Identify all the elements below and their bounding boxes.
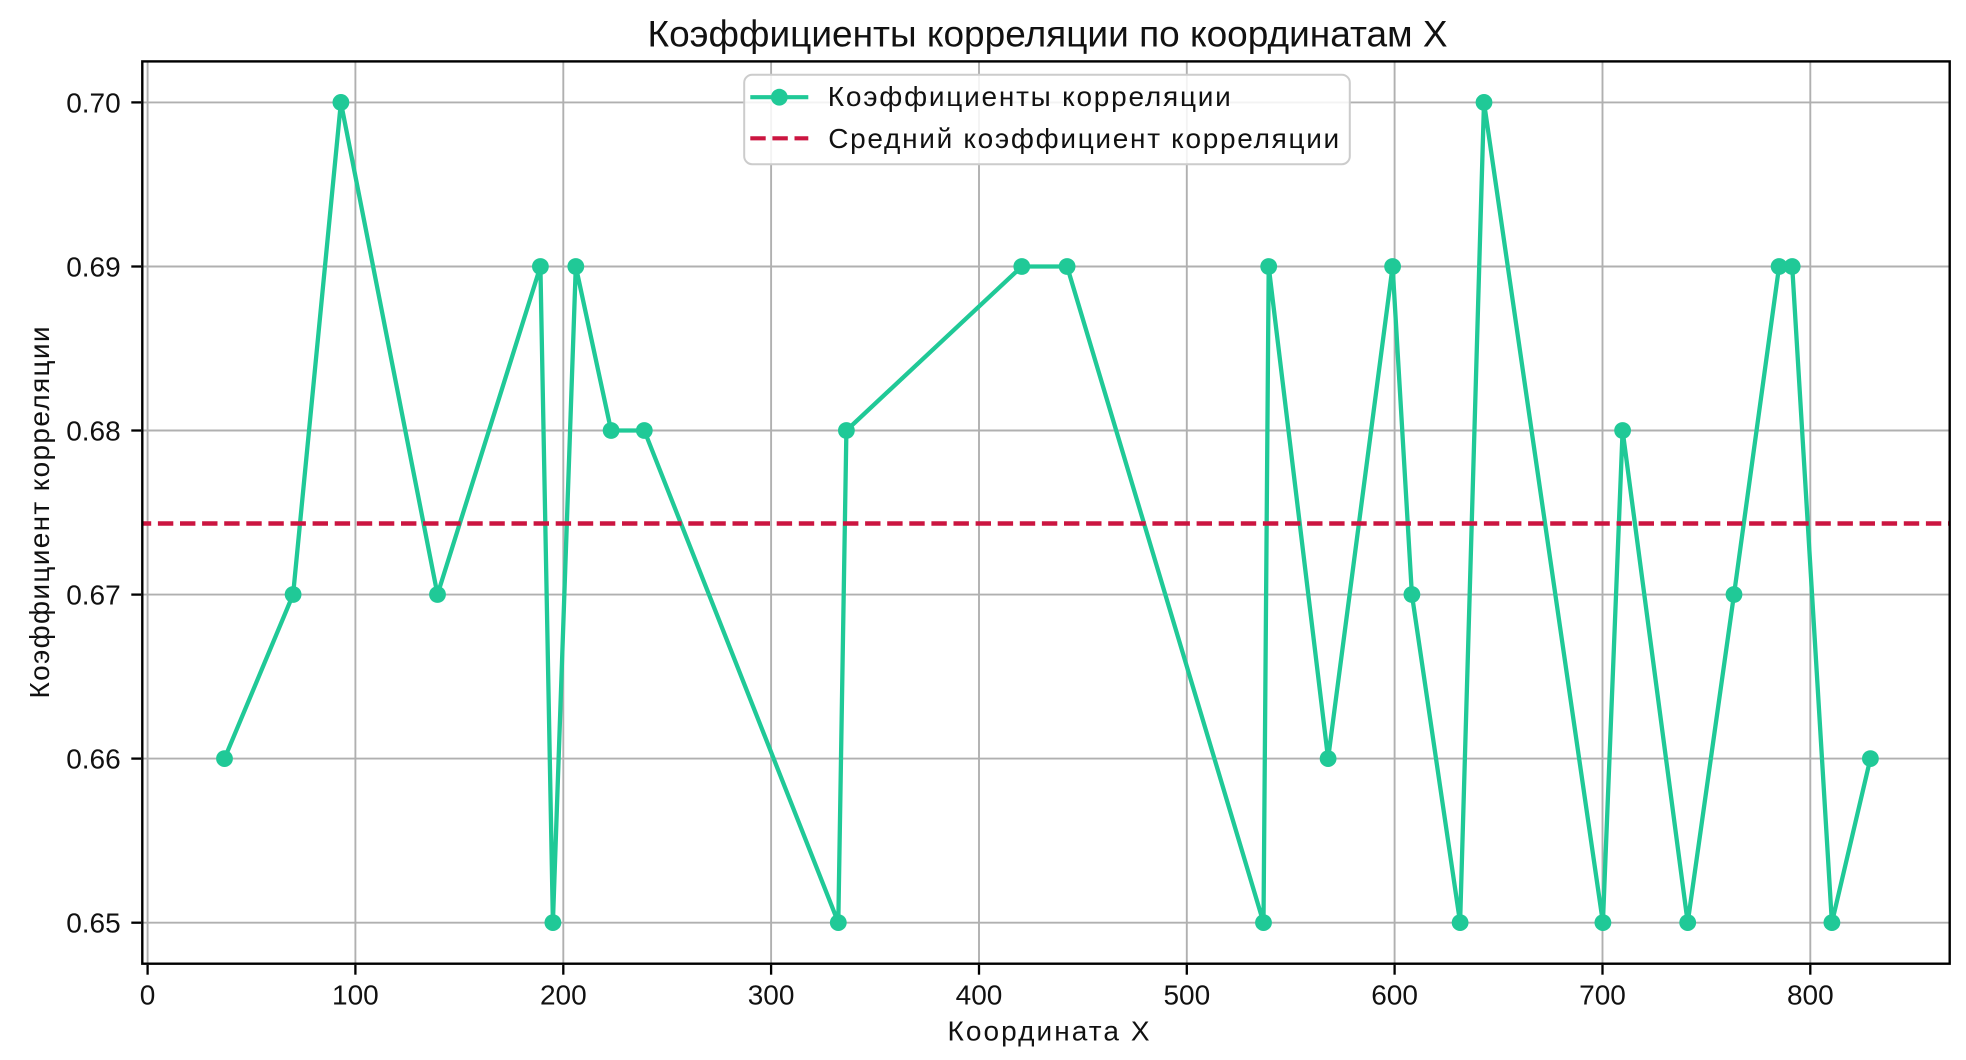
- svg-text:Коэффициент корреляции: Коэффициент корреляции: [24, 327, 55, 699]
- svg-text:0.67: 0.67: [66, 580, 121, 611]
- svg-text:Средний коэффициент корреляции: Средний коэффициент корреляции: [828, 123, 1339, 154]
- svg-text:700: 700: [1579, 979, 1626, 1010]
- svg-text:300: 300: [748, 979, 795, 1010]
- svg-text:500: 500: [1163, 979, 1210, 1010]
- svg-text:Коэффициенты корреляции по коо: Коэффициенты корреляции по координатам X: [648, 13, 1448, 54]
- svg-text:0.68: 0.68: [66, 415, 121, 446]
- svg-text:600: 600: [1371, 979, 1418, 1010]
- svg-text:0.70: 0.70: [66, 87, 121, 118]
- svg-text:100: 100: [332, 979, 379, 1010]
- svg-text:200: 200: [540, 979, 587, 1010]
- svg-text:0.65: 0.65: [66, 908, 121, 939]
- svg-text:0.66: 0.66: [66, 744, 121, 775]
- svg-text:0.69: 0.69: [66, 251, 121, 282]
- svg-text:800: 800: [1787, 979, 1834, 1010]
- svg-text:0: 0: [140, 979, 156, 1010]
- svg-text:400: 400: [956, 979, 1003, 1010]
- svg-text:Координата X: Координата X: [948, 1016, 1150, 1047]
